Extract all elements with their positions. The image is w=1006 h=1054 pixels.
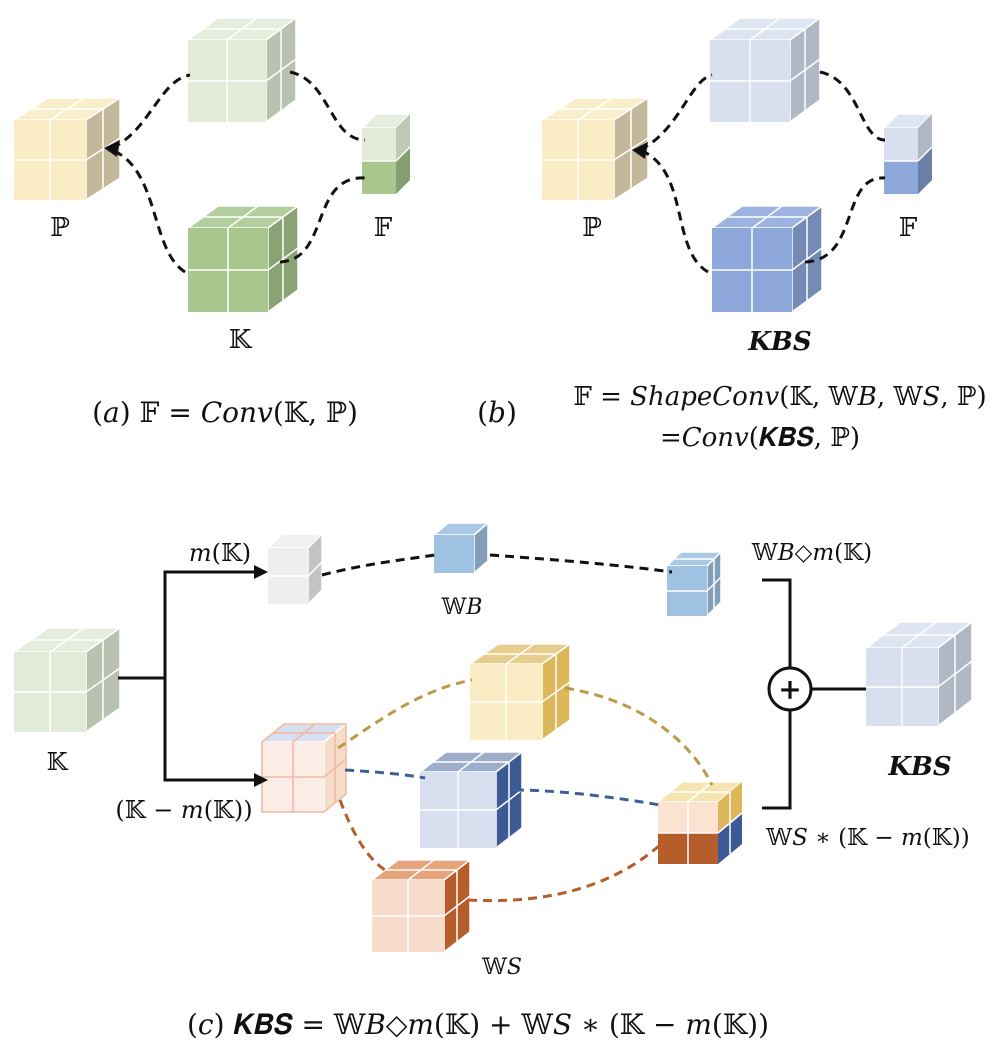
label-mk: 𝑚(𝕂) — [189, 539, 251, 567]
cube-kbs-b — [709, 204, 825, 314]
cube-wb-mk — [665, 550, 723, 618]
label-wb-mk: 𝕎𝐵◇𝑚(𝕂) — [751, 540, 872, 566]
arrowhead-down-branch — [254, 773, 268, 787]
cube-p-a — [11, 96, 123, 202]
label-k-minus-mk: (𝕂 − 𝑚(𝕂)) — [115, 796, 252, 824]
label-kbs-c: 𝑲𝑩𝑺 — [887, 752, 951, 782]
label-ws-term: 𝕎𝑆 ∗ (𝕂 − 𝑚(𝕂)) — [765, 825, 969, 851]
caption-c: (𝑐) 𝑲𝑩𝑺 = 𝕎𝐵◇𝑚(𝕂) + 𝕎𝑆 ∗ (𝕂 − 𝑚(𝕂)) — [187, 1008, 769, 1041]
sum-node — [767, 666, 813, 712]
connector-navy-left — [344, 768, 426, 780]
cube-p-b — [539, 96, 651, 202]
connector-navy-right — [514, 788, 661, 807]
cube-ws-rust — [369, 858, 473, 954]
label-wb: 𝕎𝐵 — [441, 595, 483, 620]
panel-c-solid-lines — [118, 570, 866, 810]
connector-b-top-right — [819, 70, 886, 142]
label-f-a: 𝔽 — [374, 213, 393, 243]
cube-ws-gold — [467, 642, 573, 742]
label-f-b: 𝔽 — [899, 213, 918, 243]
arrowhead-b — [632, 142, 648, 159]
cube-kbs-c — [863, 620, 975, 728]
label-p-a: ℙ — [50, 213, 70, 243]
cube-hidden-b — [707, 16, 823, 124]
arrowhead-up-branch — [254, 565, 268, 579]
connector-a-bottom-right — [279, 176, 366, 264]
cube-f-a — [360, 112, 412, 196]
merge-bottom — [762, 710, 792, 810]
connector-b-bottom-left — [639, 148, 709, 274]
cube-mk — [266, 532, 324, 606]
connector-a-top-right — [289, 70, 366, 142]
caption-b-line2: =𝐶𝑜𝑛𝑣(𝑲𝑩𝑺, ℙ) — [660, 423, 860, 453]
label-ws: 𝕎𝑆 — [481, 955, 522, 980]
label-kbs-b: 𝑲𝑩𝑺 — [747, 327, 811, 357]
caption-b-line1: 𝔽 = 𝑆ℎ𝑎𝑝𝑒𝐶𝑜𝑛𝑣(𝕂, 𝕎𝐵, 𝕎𝑆, ℙ) — [573, 382, 986, 412]
caption-a: (𝑎) 𝔽 = 𝐶𝑜𝑛𝑣(𝕂, ℙ) — [92, 396, 358, 429]
connector-mk-wb — [321, 553, 436, 577]
connector-rust-right — [467, 843, 661, 903]
branch-down — [163, 678, 258, 782]
cube-k-minus-mk — [259, 722, 349, 814]
connector-b-bottom-right — [804, 176, 886, 264]
panel-c-dashed-lines — [321, 553, 714, 903]
connector-rust-left — [338, 799, 386, 872]
cube-ws-navy — [417, 750, 525, 850]
cube-hidden-a — [185, 16, 299, 124]
panel-a-connectors — [111, 70, 366, 274]
cube-layer — [11, 16, 975, 954]
cube-ws-result — [655, 780, 745, 866]
sum-symbol: + — [778, 673, 801, 706]
label-p-b: ℙ — [582, 213, 602, 243]
connector-a-bottom-left — [111, 148, 186, 274]
connector-gold-right — [564, 686, 714, 786]
cube-wb — [431, 521, 491, 575]
branch-up — [163, 570, 258, 678]
merge-top — [762, 578, 792, 668]
connector-gold-left — [337, 678, 473, 750]
label-k-c: 𝕂 — [47, 748, 69, 776]
cube-f-b — [882, 112, 934, 196]
label-k-a: 𝕂 — [229, 325, 253, 355]
panel-b-connectors — [639, 70, 886, 274]
caption-b-prefix: (𝑏) — [477, 396, 517, 429]
connector-b-top-left — [639, 73, 713, 152]
cube-k-a — [185, 204, 301, 314]
connector-wb-result — [489, 553, 673, 574]
connector-a-top-left — [111, 73, 191, 150]
cube-k-c — [11, 626, 123, 734]
arrowhead-a — [104, 140, 120, 157]
